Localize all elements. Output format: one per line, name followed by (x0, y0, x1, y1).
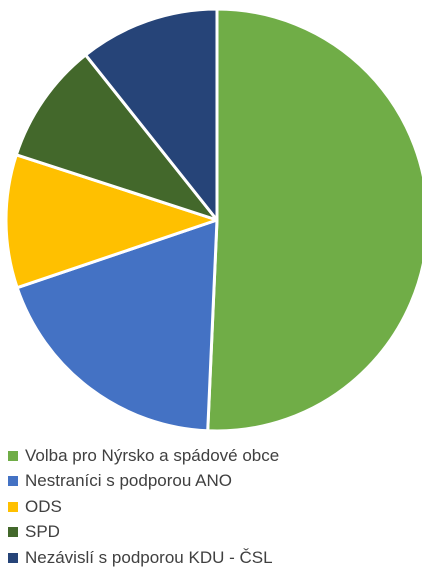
legend-label: Nezávislí s podporou KDU - ČSL (25, 547, 273, 567)
legend-swatch (8, 501, 18, 512)
pie-slice-3 (14, 53, 219, 222)
legend-label: ODS (25, 496, 62, 516)
pie-slice-4 (84, 7, 219, 222)
pie-slice-2 (4, 153, 219, 290)
legend-swatch (8, 552, 18, 563)
pie-slice-0 (206, 7, 422, 433)
legend-label: Volba pro Nýrsko a spádové obce (25, 445, 280, 465)
legend-item-nestranici-ano: Nestraníci s podporou ANO (8, 469, 279, 495)
legend-item-ods: ODS (8, 494, 279, 520)
legend-swatch (8, 450, 18, 461)
pie-slice-1 (15, 218, 219, 433)
pie-chart (4, 7, 422, 433)
legend-swatch (8, 476, 18, 487)
pie-slices (4, 7, 422, 433)
legend-label: Nestraníci s podporou ANO (25, 471, 232, 491)
legend-item-volba-pro-nyrsko: Volba pro Nýrsko a spádové obce (8, 443, 279, 469)
legend-item-spd: SPD (8, 520, 279, 546)
legend-item-nezavisli-kdu-csl: Nezávislí s podporou KDU - ČSL (8, 545, 279, 571)
legend-swatch (8, 527, 18, 538)
legend-label: SPD (25, 522, 60, 542)
chart-legend: Volba pro Nýrsko a spádové obce Nestraní… (8, 443, 279, 571)
